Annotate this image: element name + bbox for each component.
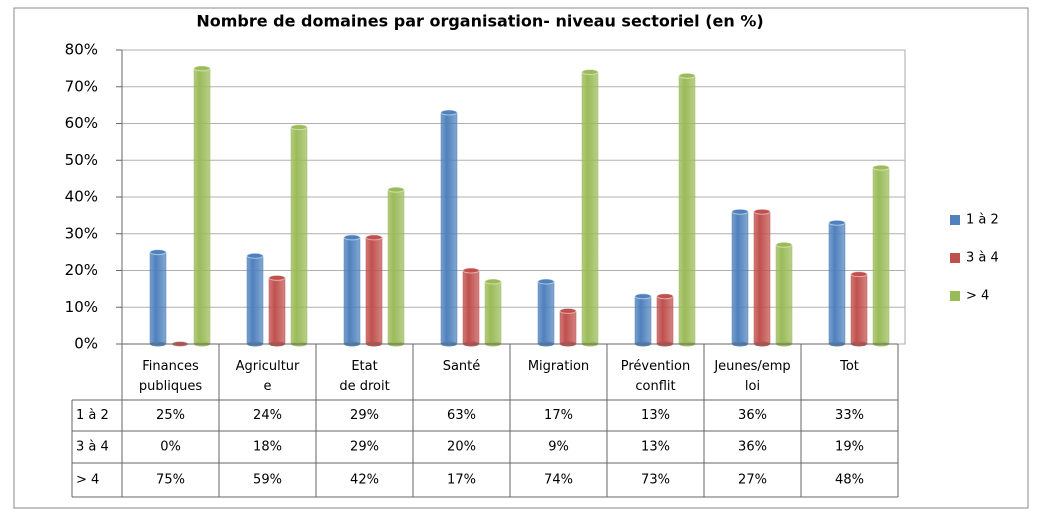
- table-value: 33%: [835, 408, 864, 423]
- bar: [537, 281, 555, 345]
- bar-top: [462, 267, 480, 274]
- x-tick-label: Agricultur e: [236, 359, 300, 394]
- bar: [731, 211, 749, 345]
- bar-top: [872, 164, 890, 171]
- bar-top: [634, 293, 652, 300]
- y-tick-label: 80%: [65, 41, 98, 59]
- x-tick-label: Migration: [528, 359, 589, 374]
- bar-top: [775, 241, 793, 248]
- x-tick-label: Tot: [839, 359, 859, 374]
- bar: [462, 270, 480, 345]
- bar-top: [753, 208, 771, 215]
- bar: [268, 277, 286, 345]
- bar: [387, 189, 405, 345]
- table-value: 27%: [738, 473, 767, 488]
- bar: [581, 71, 599, 345]
- table-value: 29%: [350, 440, 379, 455]
- table-value: 36%: [738, 408, 767, 423]
- table-value: 63%: [447, 408, 476, 423]
- table-value: 25%: [156, 408, 185, 423]
- bar: [149, 251, 167, 345]
- bar: [872, 167, 890, 345]
- x-tick-label: Prévention conflit: [621, 359, 691, 394]
- bar: [656, 295, 674, 345]
- bar-top: [828, 219, 846, 226]
- table-value: 17%: [544, 408, 573, 423]
- bar-top: [290, 124, 308, 131]
- x-tick-label: Etat de droit: [339, 359, 389, 394]
- table-row-label: 1 à 2: [76, 408, 109, 423]
- bar: [484, 281, 502, 345]
- bar-top: [149, 249, 167, 256]
- y-tick-label: 0%: [74, 335, 98, 353]
- bar: [850, 273, 868, 345]
- table-value: 18%: [253, 440, 282, 455]
- bar-top: [387, 186, 405, 193]
- table-value: 0%: [160, 440, 181, 455]
- bar-top: [484, 278, 502, 285]
- table-value: 75%: [156, 473, 185, 488]
- bar: [343, 237, 361, 345]
- bar: [559, 310, 577, 345]
- bar-top: [440, 109, 458, 116]
- table-value: 17%: [447, 473, 476, 488]
- bar-top: [343, 234, 361, 241]
- table-value: 29%: [350, 408, 379, 423]
- x-tick-label: Jeunes/emp loi: [713, 359, 790, 394]
- table-value: 13%: [641, 408, 670, 423]
- bar: [828, 222, 846, 345]
- bar: [775, 244, 793, 345]
- table-value: 48%: [835, 473, 864, 488]
- table-row-label: 3 à 4: [76, 440, 109, 455]
- table-value: 24%: [253, 408, 282, 423]
- bar-top: [850, 271, 868, 278]
- table-row-label: > 4: [76, 473, 99, 488]
- x-tick-label: Finances publiques: [139, 359, 202, 394]
- table-value: 13%: [641, 440, 670, 455]
- bar: [365, 237, 383, 345]
- table-value: 74%: [544, 473, 573, 488]
- bar-top: [559, 307, 577, 314]
- legend-label: 3 à 4: [966, 251, 999, 266]
- y-tick-label: 20%: [65, 261, 98, 279]
- bar-top: [581, 69, 599, 76]
- bar: [678, 75, 696, 345]
- legend-swatch: [950, 291, 960, 301]
- y-tick-label: 10%: [65, 298, 98, 316]
- table-value: 9%: [548, 440, 569, 455]
- table-value: 42%: [350, 473, 379, 488]
- table-value: 20%: [447, 440, 476, 455]
- bar-top: [246, 252, 264, 259]
- bar-top: [537, 278, 555, 285]
- bar-top: [365, 234, 383, 241]
- chart-title: Nombre de domaines par organisation- niv…: [196, 12, 763, 31]
- y-tick-label: 60%: [65, 114, 98, 132]
- bar: [246, 255, 264, 345]
- table-value: 19%: [835, 440, 864, 455]
- bar-top: [268, 274, 286, 281]
- bar: [290, 126, 308, 345]
- bar-top: [731, 208, 749, 215]
- bar: [753, 211, 771, 345]
- table-value: 36%: [738, 440, 767, 455]
- bar-top: [193, 65, 211, 72]
- y-tick-label: 50%: [65, 151, 98, 169]
- bar: [440, 112, 458, 345]
- bar-top: [656, 293, 674, 300]
- table-value: 59%: [253, 473, 282, 488]
- bar: [193, 68, 211, 345]
- legend-label: > 4: [966, 289, 989, 304]
- y-tick-label: 40%: [65, 188, 98, 206]
- legend-swatch: [950, 253, 960, 263]
- table-value: 73%: [641, 473, 670, 488]
- x-tick-label: Santé: [443, 359, 481, 374]
- bar-top: [678, 72, 696, 79]
- y-tick-label: 30%: [65, 224, 98, 242]
- legend-swatch: [950, 215, 960, 225]
- y-tick-label: 70%: [65, 77, 98, 95]
- bar: [634, 295, 652, 345]
- legend-label: 1 à 2: [966, 213, 999, 228]
